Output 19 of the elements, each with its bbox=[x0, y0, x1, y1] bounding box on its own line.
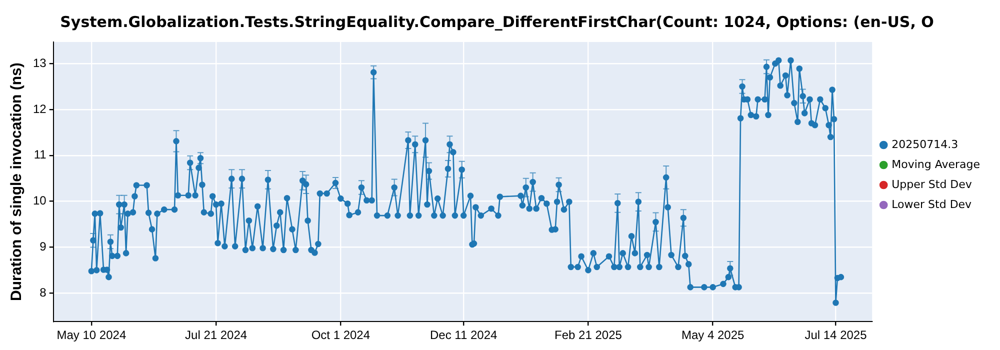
legend-label: 20250714.3 bbox=[892, 138, 958, 151]
y-tick-label: 9 bbox=[40, 240, 47, 254]
x-tick-label: Jul 21 2024 bbox=[185, 328, 248, 342]
y-tick-label: 12 bbox=[32, 102, 47, 116]
x-tick-label: Feb 21 2025 bbox=[554, 328, 622, 342]
y-tick-label: 11 bbox=[34, 148, 47, 162]
chart-title: System.Globalization.Tests.StringEquality.Compare_DifferentFirstChar(Count: 1024, Options: (en-US, O bbox=[60, 12, 934, 31]
y-axis-title: Duration of single invocation (ns) bbox=[8, 62, 26, 301]
x-tick-label: May 4 2025 bbox=[681, 328, 745, 342]
x-tick-label: Oct 1 2024 bbox=[311, 328, 370, 342]
x-tick-label: May 10 2024 bbox=[56, 328, 126, 342]
y-tick-label: 8 bbox=[40, 285, 47, 300]
y-tick-label: 10 bbox=[32, 194, 47, 208]
x-tick-label: Jul 14 2025 bbox=[804, 328, 868, 342]
legend-label: Lower Std Dev bbox=[892, 198, 972, 211]
legend-label: Moving Average bbox=[892, 158, 980, 171]
x-tick-label: Dec 11 2024 bbox=[430, 328, 498, 342]
legend-label: Upper Std Dev bbox=[892, 178, 972, 191]
y-tick-label: 13 bbox=[32, 56, 47, 70]
